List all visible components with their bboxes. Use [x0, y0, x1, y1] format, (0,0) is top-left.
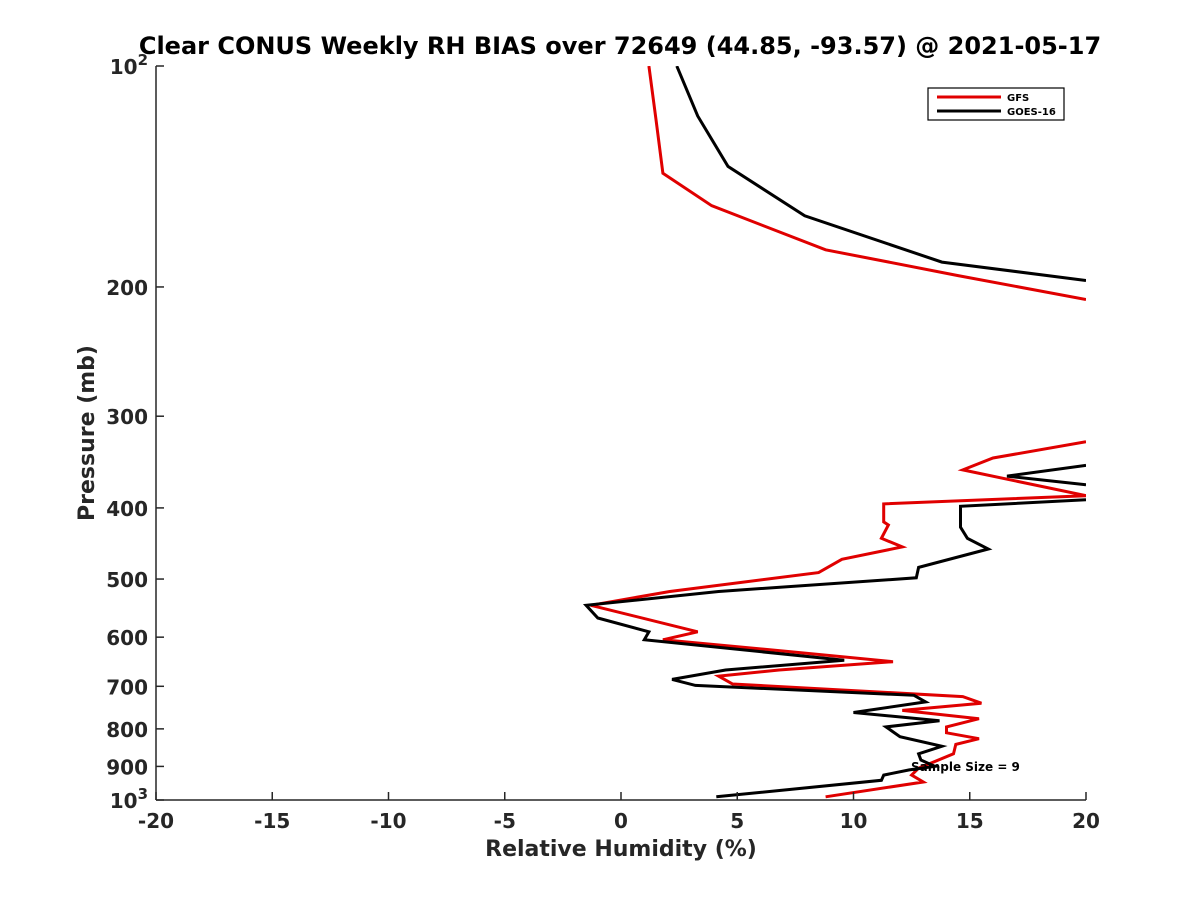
y-tick-label: 900: [106, 755, 148, 779]
y-tick-label: 300: [106, 405, 148, 429]
x-tick-label: 10: [840, 809, 868, 833]
plot-clip: [582, 66, 1086, 799]
x-tick-label: 0: [614, 809, 628, 833]
y-tick-label: 200: [106, 276, 148, 300]
x-tick-label: -20: [138, 809, 174, 833]
y-ticks: 102 200 300 400 500 600 700 800 900 103: [106, 51, 164, 813]
y-tick-label: 700: [106, 675, 148, 699]
y-tick-label: 500: [106, 568, 148, 592]
y-tick-label: 102: [110, 51, 148, 79]
y-axis-label: Pressure (mb): [75, 345, 100, 521]
chart-title: Clear CONUS Weekly RH BIAS over 72649 (4…: [139, 32, 1101, 60]
y-tick-label: 400: [106, 497, 148, 521]
plot-area: -20 -15 -10 -5 0 5 10 15 20 102 200 300 400 500 600 70…: [106, 51, 1100, 833]
legend-box: [927, 87, 1065, 121]
legend-label-goes-16: GOES-16: [1007, 107, 1056, 118]
y-tick-label: 800: [106, 718, 148, 742]
x-tick-label: -5: [494, 809, 516, 833]
plot-area-bg: [156, 66, 1086, 800]
x-axis-label: Relative Humidity (%): [485, 837, 757, 862]
sample-size-annotation: Sample Size = 9: [911, 760, 1020, 774]
series-line-gfs: [590, 66, 1086, 799]
y-tick-label: 103: [110, 785, 148, 813]
x-tick-label: -15: [254, 809, 290, 833]
x-ticks: -20 -15 -10 -5 0 5 10 15 20: [138, 792, 1100, 833]
x-tick-label: 20: [1072, 809, 1100, 833]
x-tick-label: -10: [370, 809, 406, 833]
legend-label-gfs: GFS: [1007, 93, 1029, 104]
series-layer: [582, 66, 1086, 799]
x-tick-label: 15: [956, 809, 984, 833]
x-tick-label: 5: [730, 809, 744, 833]
legend: GFS GOES-16: [927, 87, 1065, 121]
series-line-goes-16: [582, 66, 1086, 799]
y-tick-label: 600: [106, 626, 148, 650]
